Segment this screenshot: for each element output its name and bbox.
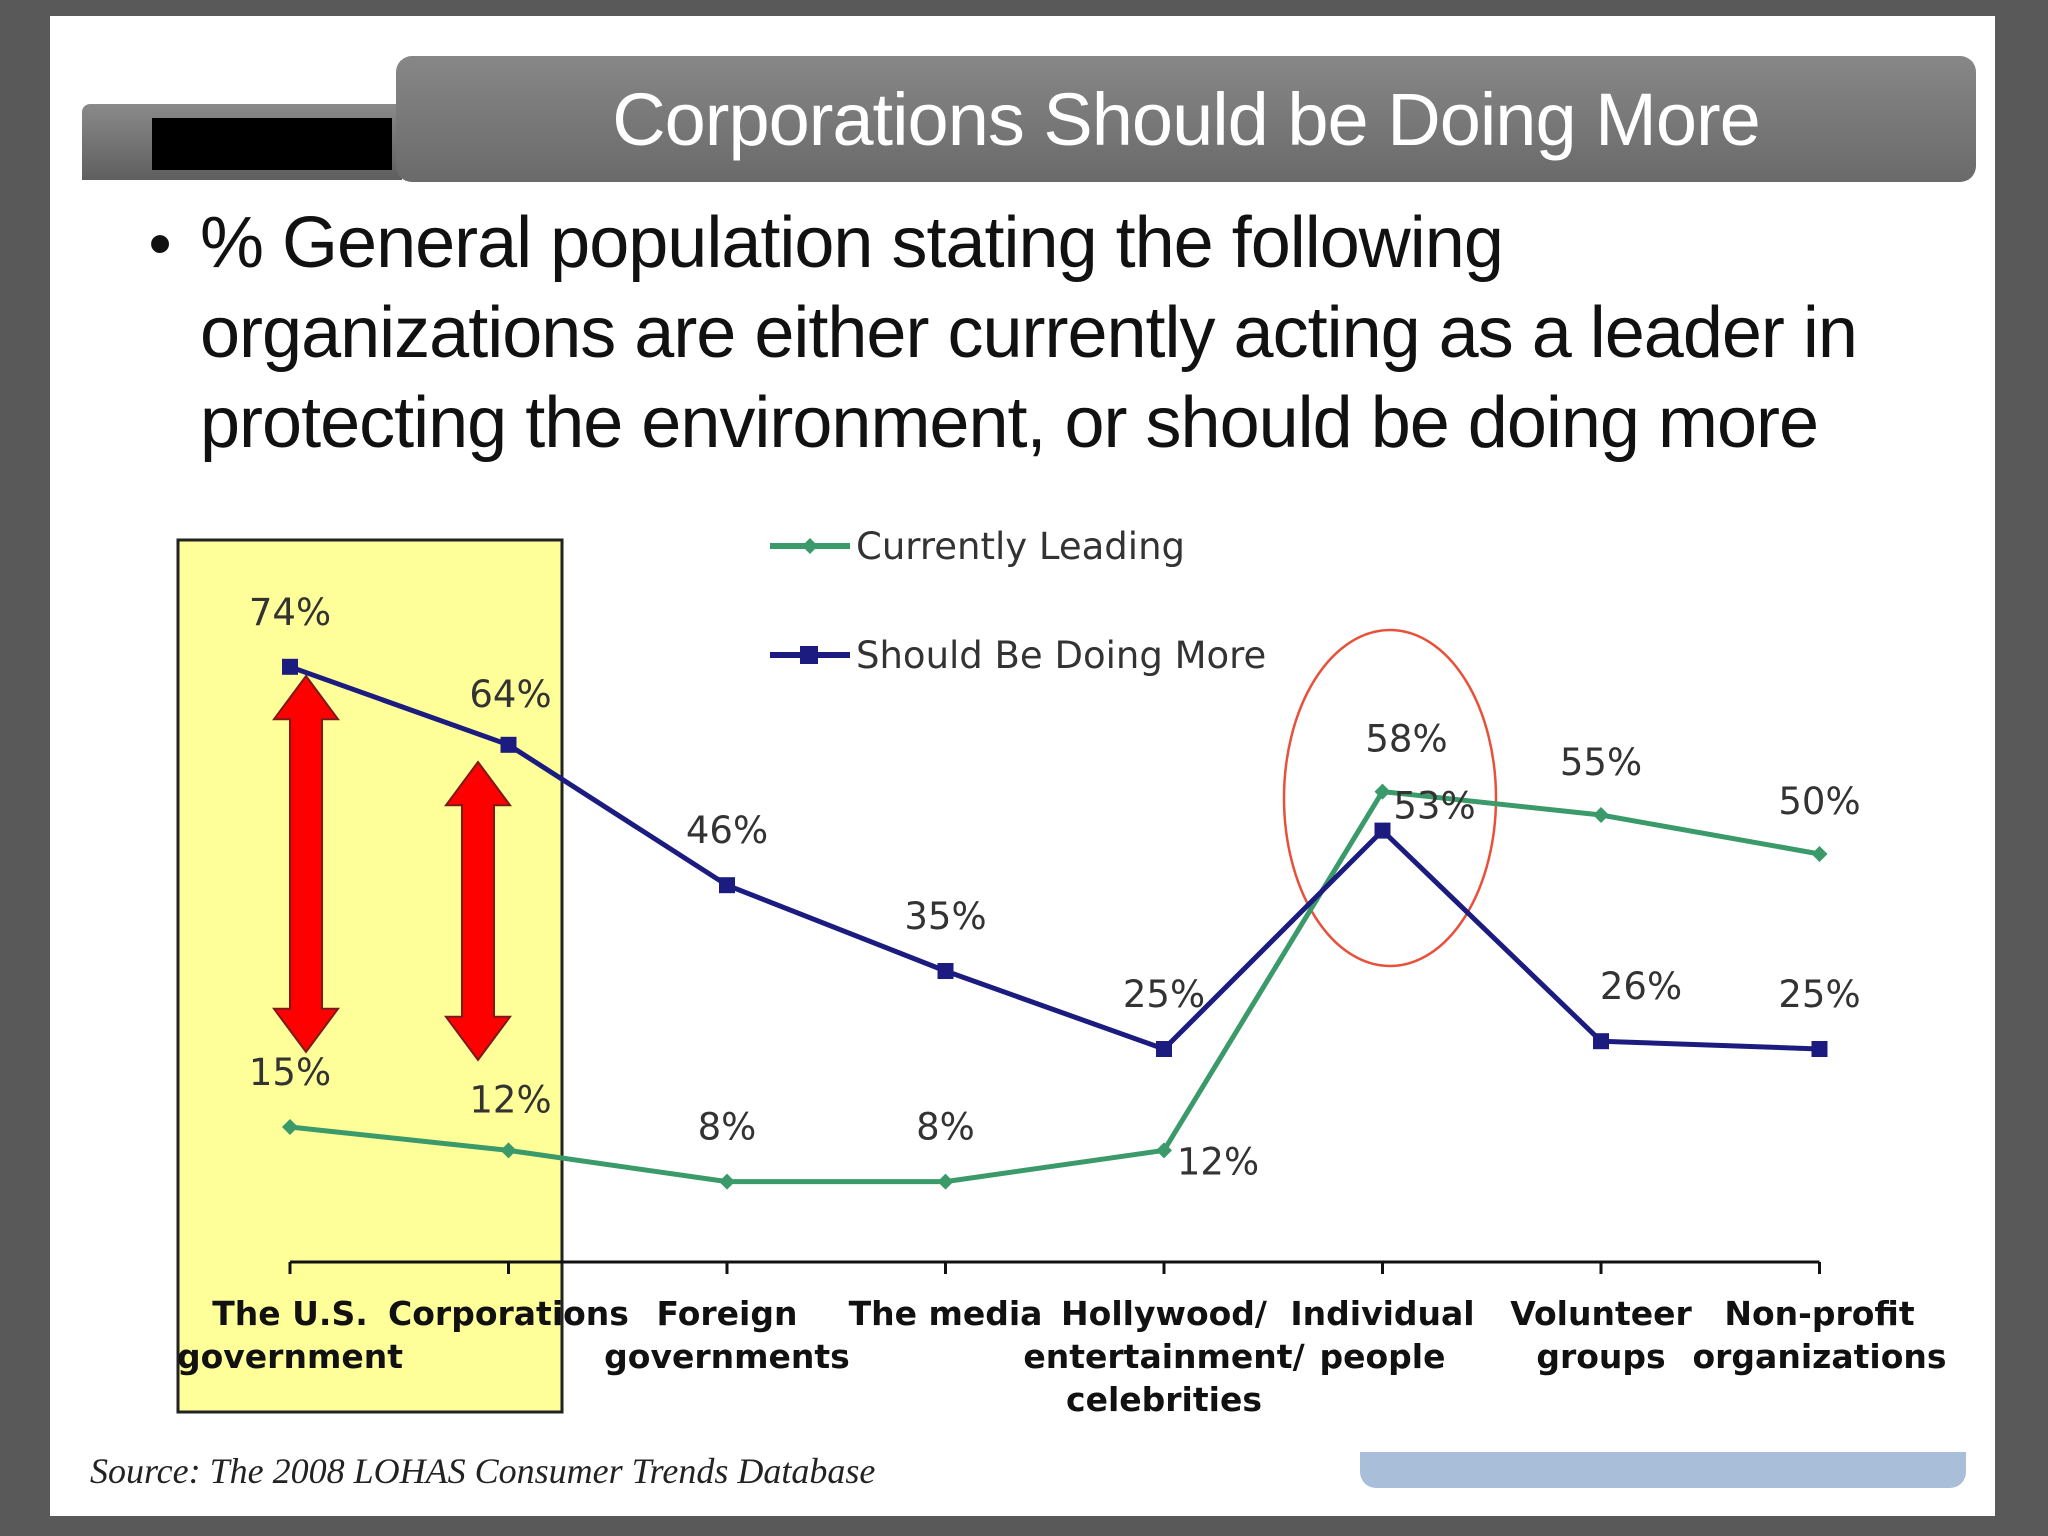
data-point-marker — [1374, 783, 1391, 800]
data-point-marker — [282, 1119, 298, 1135]
data-label: 25% — [1123, 973, 1205, 1016]
legend-marker — [802, 538, 818, 554]
data-label: 12% — [1177, 1140, 1259, 1183]
x-tick-label: Corporations — [388, 1294, 629, 1333]
bullet-marker: • — [148, 206, 172, 280]
redacted-logo — [152, 118, 392, 170]
legend-marker — [800, 646, 818, 664]
data-label: 15% — [249, 1051, 331, 1094]
source-citation: Source: The 2008 LOHAS Consumer Trends D… — [90, 1451, 876, 1491]
x-tick-label: Individual — [1290, 1294, 1474, 1333]
data-label: 46% — [686, 809, 768, 852]
data-point-marker — [1593, 807, 1609, 823]
bullet-point: • % General population stating the follo… — [120, 198, 1900, 468]
legend-label: Currently Leading — [856, 525, 1185, 568]
data-point-marker — [1374, 822, 1391, 839]
x-tick-label: Volunteer — [1510, 1294, 1692, 1333]
x-tick-label: people — [1320, 1337, 1446, 1376]
series-line-should-be-doing-more — [289, 664, 1820, 1052]
data-point-marker — [500, 1142, 517, 1159]
x-tick-label: entertainment/ — [1023, 1337, 1305, 1376]
legend-label: Should Be Doing More — [856, 634, 1266, 677]
data-label: 74% — [249, 591, 331, 634]
data-label: 35% — [904, 895, 986, 938]
data-point-marker — [1593, 1033, 1609, 1050]
data-label: 12% — [469, 1078, 551, 1121]
x-tick-label: governments — [604, 1337, 850, 1376]
x-tick-label: The media — [849, 1294, 1043, 1333]
gap-arrow — [444, 760, 512, 1062]
data-point-marker — [1156, 1041, 1172, 1057]
data-point-marker — [1811, 1041, 1828, 1057]
data-point-marker — [937, 963, 954, 979]
data-label: 64% — [469, 673, 551, 716]
series-line-currently-leading — [289, 789, 1820, 1185]
data-point-marker — [1811, 846, 1828, 862]
data-label: 8% — [916, 1106, 975, 1149]
x-tick-label: celebrities — [1066, 1380, 1262, 1419]
data-label: 53% — [1393, 785, 1475, 828]
data-point-marker — [1156, 1142, 1172, 1159]
slide-title: Corporations Should be Doing More — [396, 56, 1976, 182]
data-point-marker — [719, 1173, 735, 1190]
data-label: 25% — [1778, 973, 1860, 1016]
data-point-marker — [282, 658, 298, 675]
x-tick-label: Non-profit — [1724, 1294, 1915, 1333]
circle-highlight — [1282, 628, 1498, 968]
x-tick-label: organizations — [1692, 1337, 1946, 1376]
data-label: 58% — [1365, 718, 1447, 761]
x-tick-label: groups — [1536, 1337, 1665, 1376]
data-point-marker — [937, 1173, 954, 1190]
data-label: 26% — [1600, 965, 1682, 1008]
x-tick-label: Foreign — [657, 1294, 798, 1333]
data-point-marker — [719, 877, 735, 894]
data-label: 55% — [1560, 741, 1642, 784]
x-tick-label: The U.S. — [212, 1294, 368, 1333]
data-label: 50% — [1778, 780, 1860, 823]
x-tick-label: government — [177, 1337, 403, 1376]
data-point-marker — [500, 736, 517, 753]
bullet-text: % General population stating the followi… — [200, 203, 1858, 463]
footer-band — [1360, 1452, 1966, 1488]
x-tick-label: Hollywood/ — [1061, 1294, 1268, 1333]
gap-arrow — [272, 674, 340, 1054]
data-label: 8% — [698, 1106, 757, 1149]
highlight-box — [176, 538, 564, 1414]
